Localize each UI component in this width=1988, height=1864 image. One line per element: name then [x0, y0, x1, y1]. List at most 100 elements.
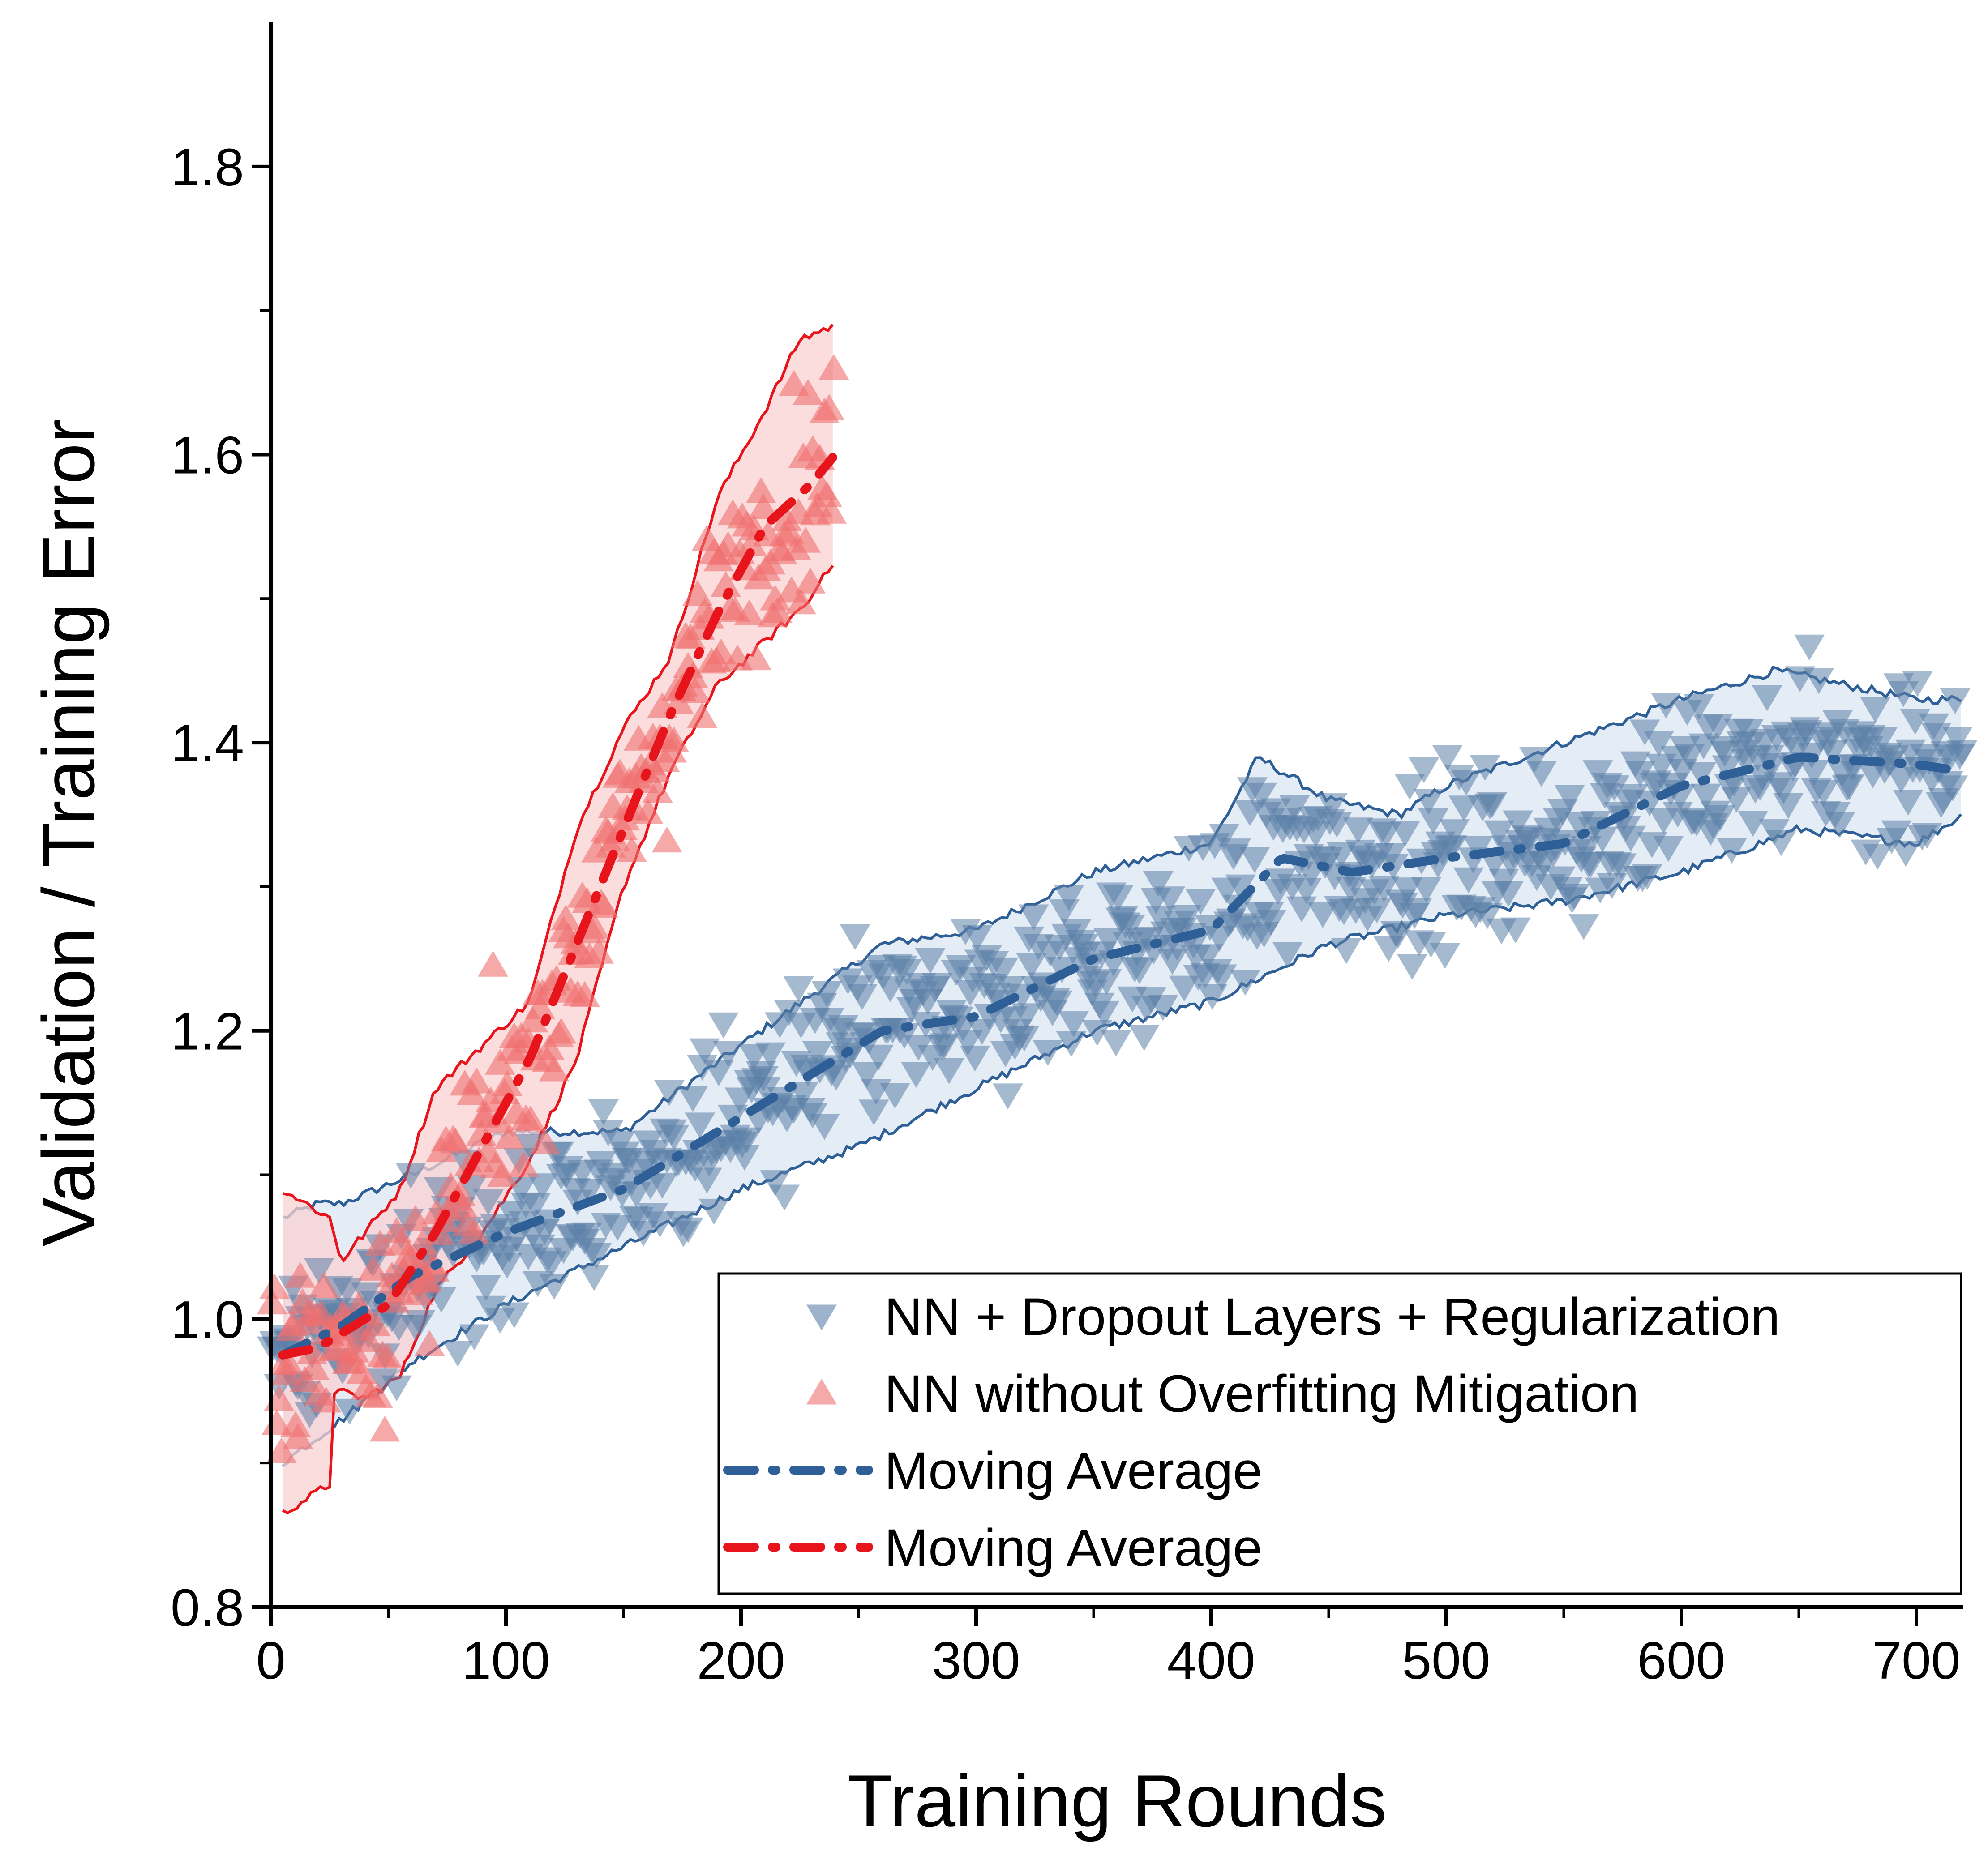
- dropout-point: [1225, 874, 1256, 901]
- dropout-point: [689, 1038, 720, 1065]
- x-axis-title: Training Rounds: [848, 1760, 1387, 1842]
- dropout-point: [654, 1080, 685, 1106]
- dropout-point: [821, 1065, 852, 1091]
- dropout-point: [992, 1083, 1023, 1110]
- dropout-point: [1650, 693, 1681, 719]
- baseline-point: [447, 1192, 478, 1218]
- dropout-point: [1791, 720, 1822, 746]
- dropout-point: [952, 1030, 983, 1056]
- dropout-point: [1291, 878, 1322, 904]
- dropout-point: [1432, 745, 1463, 771]
- dropout-point: [1940, 688, 1971, 714]
- y-tick-label: 0.8: [171, 1578, 244, 1637]
- dropout-point: [1691, 783, 1722, 810]
- dropout-point: [1042, 990, 1073, 1017]
- dropout-point: [858, 1099, 889, 1126]
- x-tick-label: 600: [1637, 1631, 1726, 1690]
- dropout-point: [1937, 775, 1968, 802]
- dropout-point: [922, 973, 953, 999]
- dropout-point: [1644, 731, 1675, 757]
- dropout-point: [1114, 914, 1145, 941]
- dropout-point: [1834, 774, 1865, 800]
- dropout-point: [879, 1083, 910, 1109]
- dropout-point: [527, 1173, 558, 1200]
- dropout-point: [1744, 775, 1775, 801]
- dropout-point: [1597, 873, 1628, 899]
- dropout-point: [1300, 821, 1331, 847]
- baseline-point: [414, 1330, 445, 1356]
- dropout-point: [729, 1145, 760, 1171]
- dropout-point: [915, 948, 946, 974]
- baseline-point: [741, 644, 772, 671]
- dropout-point: [1860, 697, 1891, 723]
- baseline-point: [734, 599, 765, 625]
- dropout-point: [1413, 789, 1444, 815]
- baseline-point: [525, 993, 556, 1019]
- dropout-point: [698, 1198, 729, 1225]
- dropout-point: [1684, 694, 1714, 720]
- baseline-point: [550, 904, 581, 931]
- baseline-point: [746, 477, 776, 503]
- dropout-point: [395, 1163, 426, 1189]
- baseline-point: [311, 1386, 342, 1413]
- dropout-point: [1817, 740, 1848, 766]
- baseline-point: [280, 1411, 311, 1437]
- baseline-point: [816, 497, 847, 524]
- baseline-point: [360, 1310, 391, 1337]
- dropout-point: [659, 1124, 690, 1151]
- dropout-point: [1171, 905, 1202, 931]
- baseline-point: [365, 1230, 396, 1256]
- legend-marker-0: [806, 1304, 837, 1331]
- dropout-point: [1804, 668, 1834, 694]
- baseline-point: [546, 1018, 577, 1044]
- dropout-point: [602, 1215, 633, 1241]
- dropout-point: [1825, 812, 1855, 838]
- baseline-point: [492, 1070, 523, 1096]
- baseline-point: [266, 1437, 297, 1463]
- dropout-point: [1710, 741, 1740, 767]
- dropout-point: [713, 1041, 744, 1067]
- x-tick-label: 0: [256, 1631, 286, 1690]
- dropout-point: [1056, 1031, 1087, 1057]
- baseline-point: [583, 937, 614, 964]
- dropout-point: [1721, 787, 1752, 813]
- baseline-point: [508, 1151, 539, 1177]
- dropout-point: [1418, 808, 1449, 834]
- baseline-point: [578, 912, 609, 939]
- dropout-point: [1239, 847, 1270, 873]
- dropout-point: [1197, 984, 1228, 1010]
- dropout-point: [1392, 877, 1423, 904]
- dropout-point: [1390, 821, 1421, 847]
- dropout-point: [755, 1042, 786, 1069]
- x-tick-label: 200: [697, 1631, 785, 1690]
- dropout-point: [1439, 819, 1470, 846]
- dropout-point: [1430, 943, 1461, 969]
- dropout-point: [588, 1099, 619, 1125]
- dropout-point: [1411, 877, 1442, 903]
- dropout-point: [1559, 884, 1590, 910]
- y-axis-title: Validation / Training Error: [27, 419, 110, 1246]
- dropout-point: [1568, 914, 1599, 940]
- dropout-point: [1016, 953, 1047, 979]
- dropout-point: [1526, 761, 1557, 787]
- dropout-point: [708, 1012, 739, 1039]
- baseline-point: [259, 1273, 290, 1300]
- dropout-point: [703, 1060, 734, 1086]
- dropout-point: [1606, 853, 1637, 880]
- dropout-point: [1307, 902, 1338, 928]
- dropout-point: [903, 1035, 934, 1061]
- baseline-point: [785, 588, 816, 615]
- dropout-point: [1716, 838, 1747, 864]
- dropout-point: [685, 1112, 716, 1139]
- baseline-point: [283, 1423, 313, 1449]
- legend-box: [717, 1272, 1962, 1595]
- dropout-point: [840, 924, 870, 950]
- dropout-point: [1401, 898, 1432, 924]
- x-tick-label: 300: [932, 1631, 1020, 1690]
- baseline-point: [795, 567, 826, 594]
- legend-marker-1: [806, 1378, 837, 1405]
- baseline-point: [642, 777, 673, 803]
- baseline-point: [308, 1272, 339, 1298]
- dropout-point: [1503, 810, 1534, 837]
- dropout-point: [828, 1015, 859, 1041]
